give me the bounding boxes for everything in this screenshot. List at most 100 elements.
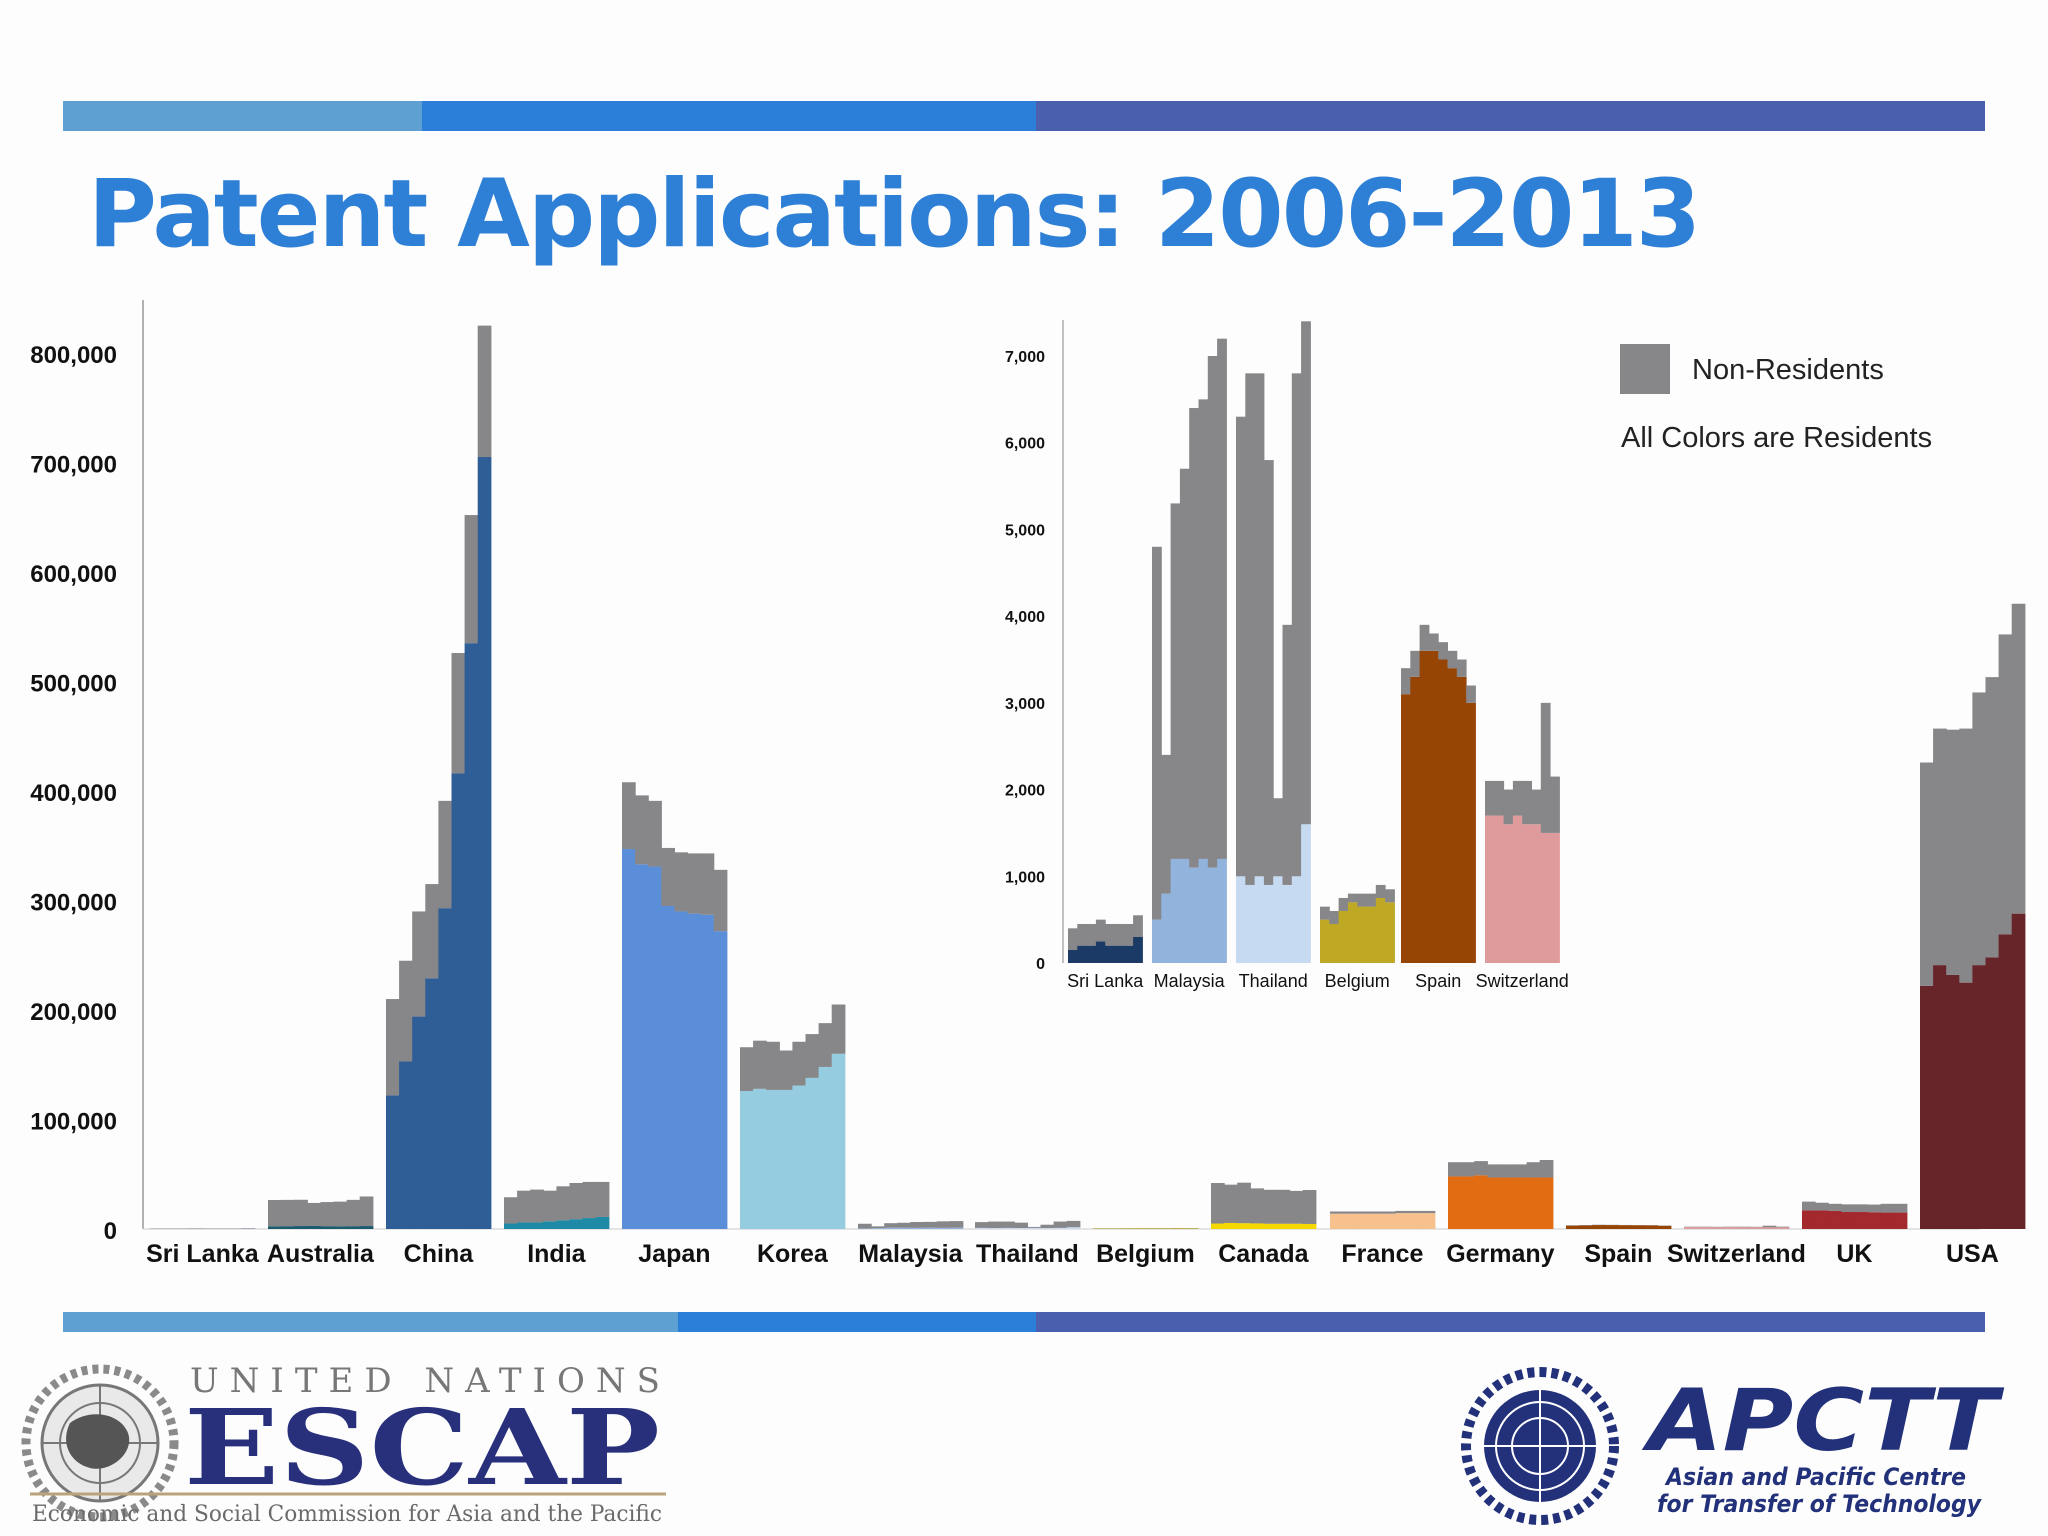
bar-nonresidents-korea-2006 [740,1047,754,1092]
bar-residents-germany-2011 [1513,1177,1528,1229]
bar-nonresidents-thailand-2006 [975,1222,989,1228]
bar-nonresidents-uk-2009 [1841,1204,1855,1213]
bar-nonresidents-australia-2011 [333,1201,348,1227]
bar-residents-australia-2009 [307,1225,321,1229]
bar-residents-korea-2010 [792,1085,807,1229]
inset-bar-residents-thailand-2006 [1236,876,1246,963]
inset-bar-residents-sri-lanka-2009 [1095,941,1106,963]
y-tick-label: 100,000 [30,1109,117,1136]
bar-residents-germany-2010 [1500,1177,1515,1229]
bar-residents-belgium-2008 [1119,1228,1133,1229]
bar-residents-belgium-2011 [1158,1228,1173,1229]
inset-bar-residents-spain-2009 [1428,650,1439,963]
bar-nonresidents-uk-2013 [1893,1203,1908,1213]
apctt-subtitle-2: for Transfer of Technology [1657,1490,1982,1518]
bar-nonresidents-india-2008 [530,1189,544,1223]
bar-nonresidents-india-2006 [504,1197,518,1224]
inset-bar-nonresidents-sri-lanka-2012 [1123,923,1134,946]
bar-nonresidents-switzerland-2012 [1762,1225,1777,1228]
bar-nonresidents-thailand-2013 [1066,1220,1081,1228]
bar-residents-spain-2006 [1566,1225,1580,1229]
bar-residents-india-2012 [582,1218,597,1229]
bar-residents-switzerland-2007 [1697,1227,1711,1229]
bar-group-korea [740,1004,846,1229]
bar-residents-thailand-2011 [1040,1228,1055,1229]
bar-residents-belgium-2006 [1093,1228,1107,1229]
inset-bar-residents-malaysia-2007 [1161,893,1172,963]
bar-residents-japan-2006 [622,849,636,1229]
bar-group-thailand [975,1220,1081,1229]
inset-bar-residents-thailand-2010 [1273,876,1283,963]
bar-nonresidents-india-2013 [595,1181,610,1217]
bar-nonresidents-france-2010 [1382,1211,1397,1214]
inset-y-tick-label: 4,000 [1005,609,1045,626]
un-wreath-icon [1461,1367,1619,1525]
inset-bar-residents-switzerland-2010 [1522,824,1532,963]
inset-bar-residents-spain-2007 [1410,676,1421,963]
bar-nonresidents-germany-2009 [1487,1164,1501,1178]
inset-bar-nonresidents-thailand-2013 [1301,321,1311,825]
bar-nonresidents-canada-2006 [1211,1183,1225,1224]
bar-residents-korea-2012 [818,1066,833,1229]
apctt-subtitle-1: Asian and Pacific Centre [1664,1463,1966,1491]
bar-nonresidents-india-2009 [543,1190,557,1222]
x-tick-label: Switzerland [1667,1240,1806,1268]
bar-group-china [386,325,492,1229]
legend-label-nonresidents: Non-Residents [1692,354,1884,386]
bar-residents-canada-2010 [1263,1223,1278,1229]
inset-bar-nonresidents-spain-2013 [1466,685,1476,703]
bar-residents-malaysia-2006 [858,1228,872,1229]
inset-bar-nonresidents-malaysia-2006 [1152,546,1162,920]
bar-nonresidents-france-2013 [1421,1210,1436,1214]
inset-bar-residents-switzerland-2007 [1494,815,1505,963]
bar-residents-australia-2006 [268,1226,282,1229]
inset-y-tick-label: 1,000 [1005,869,1045,886]
bar-residents-thailand-2013 [1066,1227,1081,1229]
bar-residents-india-2009 [543,1221,557,1229]
bar-residents-switzerland-2006 [1684,1227,1698,1229]
inset-x-tick-label: Sri Lanka [1067,971,1144,991]
inset-bar-nonresidents-switzerland-2012 [1540,702,1551,833]
bar-nonresidents-china-2010 [438,800,453,909]
bar-nonresidents-thailand-2012 [1053,1221,1068,1228]
band-segment-mid [678,1312,1036,1332]
bar-residents-canada-2006 [1211,1223,1225,1229]
bar-residents-canada-2009 [1250,1223,1264,1229]
bar-nonresidents-japan-2008 [648,800,662,867]
bar-residents-india-2011 [569,1219,584,1229]
bar-nonresidents-korea-2009 [779,1050,793,1090]
bar-nonresidents-uk-2008 [1828,1203,1842,1211]
inset-x-tick-label: Spain [1415,971,1461,991]
bar-residents-switzerland-2013 [1775,1227,1790,1229]
bar-nonresidents-japan-2012 [700,853,715,915]
bar-residents-japan-2007 [635,864,649,1229]
bar-residents-malaysia-2013 [949,1227,964,1229]
bar-residents-spain-2012 [1644,1225,1659,1229]
inset-bar-nonresidents-thailand-2011 [1282,624,1293,885]
bar-nonresidents-australia-2007 [281,1199,295,1227]
inset-bar-nonresidents-switzerland-2010 [1522,780,1532,825]
bar-residents-china-2009 [425,978,439,1229]
bar-nonresidents-usa-2010 [1972,692,1987,966]
inset-bar-nonresidents-malaysia-2011 [1198,399,1209,859]
bar-residents-spain-2009 [1605,1225,1619,1229]
bar-residents-france-2007 [1343,1213,1357,1229]
bar-group-india [504,1181,610,1229]
bar-residents-thailand-2010 [1027,1227,1042,1229]
inset-bar-residents-thailand-2007 [1245,884,1256,963]
band-segment-light [63,101,422,131]
bar-residents-france-2012 [1408,1213,1423,1229]
bar-residents-belgium-2013 [1184,1228,1199,1229]
bar-nonresidents-india-2010 [556,1186,571,1221]
bar-nonresidents-thailand-2007 [988,1221,1002,1229]
bar-residents-malaysia-2009 [897,1227,911,1229]
bar-nonresidents-malaysia-2013 [949,1221,964,1228]
bar-nonresidents-canada-2008 [1237,1182,1251,1224]
bar-residents-france-2010 [1382,1213,1397,1229]
inset-bar-residents-belgium-2013 [1385,902,1395,963]
bar-residents-korea-2013 [831,1053,846,1229]
inset-bar-nonresidents-thailand-2007 [1245,373,1256,885]
bar-nonresidents-japan-2006 [622,782,636,850]
bar-nonresidents-france-2006 [1330,1211,1344,1214]
bar-residents-switzerland-2010 [1736,1227,1751,1229]
